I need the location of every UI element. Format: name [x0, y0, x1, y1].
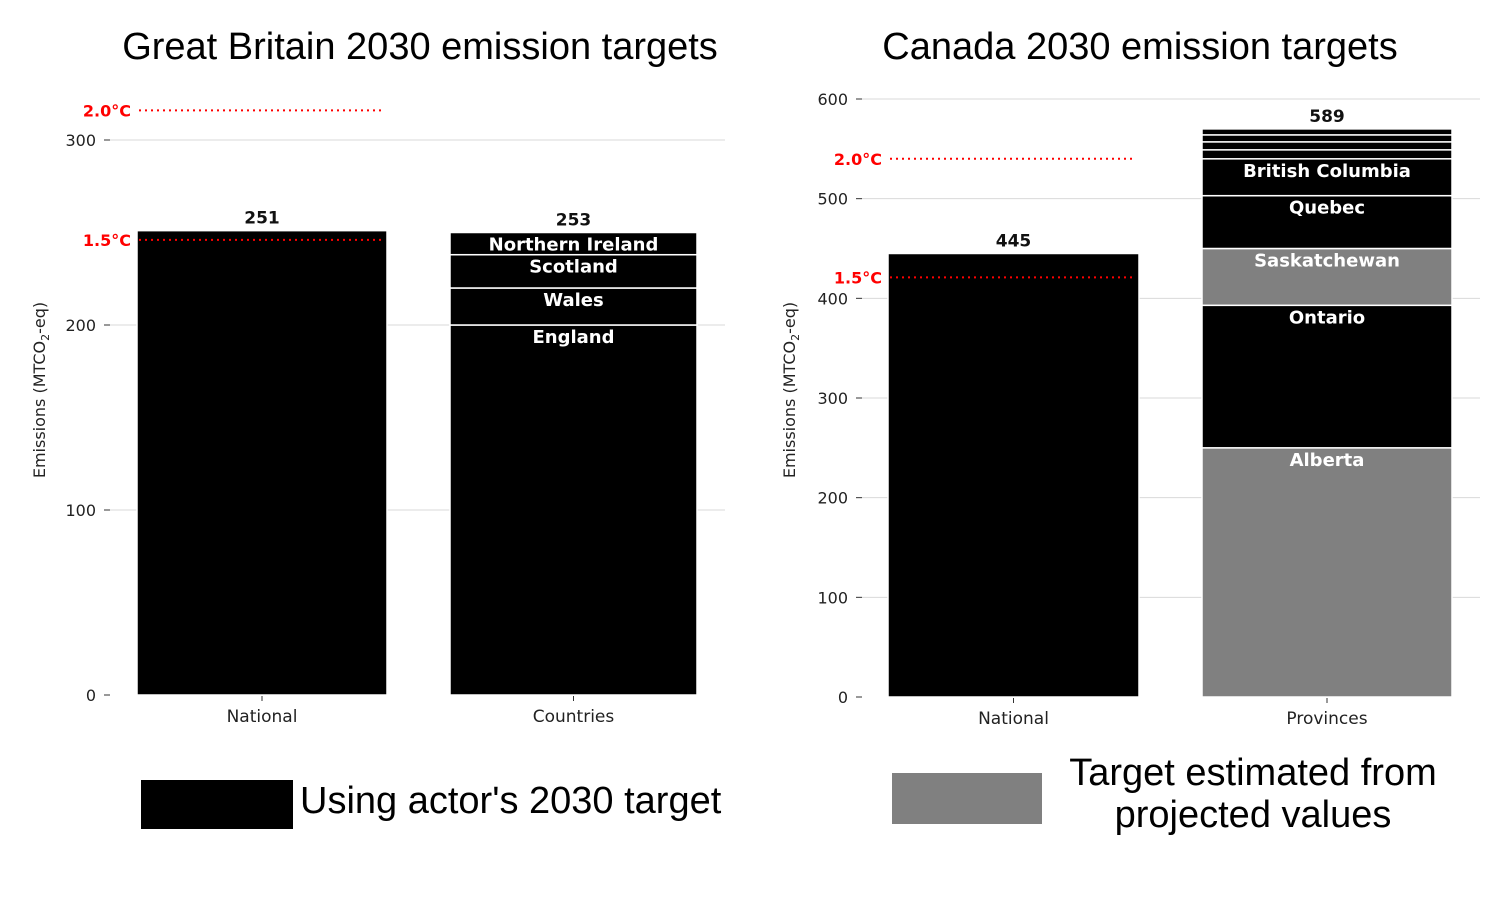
segment-label-ontario: Ontario: [1289, 307, 1365, 328]
bar-segment: [1201, 141, 1453, 151]
legend-label-actor-target: Using actor's 2030 target: [300, 780, 722, 822]
x-tick-label-provinces: Provinces: [1286, 709, 1367, 729]
y-tick-label: 300: [65, 131, 96, 150]
segment-label-scotland: Scotland: [529, 257, 618, 278]
y-tick-label: 0: [86, 686, 96, 705]
bar-segment-alberta: [1201, 447, 1453, 698]
bar-segment: [136, 229, 388, 696]
segment-label-saskatchewan: Saskatchewan: [1254, 251, 1400, 272]
bar-segment: [887, 252, 1140, 698]
x-tick-label-national: National: [227, 707, 298, 727]
bar-segment-wales: [449, 287, 698, 326]
bar-segment-northern-ireland: [449, 231, 698, 256]
x-tick-label-countries: Countries: [533, 707, 615, 727]
bar-total-label: 445: [996, 231, 1032, 251]
bar-segment: [1201, 149, 1453, 160]
bar-segment-scotland: [449, 253, 698, 289]
y-tick-label: 200: [65, 316, 96, 335]
threshold-label-2-0-c: 2.0°C: [83, 101, 131, 120]
bar-segment-england: [449, 324, 698, 696]
bar-total-label: 589: [1309, 107, 1345, 127]
y-axis-label: Emissions (MTCO2-eq): [30, 302, 52, 478]
y-tick-label: 500: [817, 190, 848, 209]
y-tick-label: 100: [817, 588, 848, 607]
legend-label-estimated-target: Target estimated from projected values: [1069, 752, 1437, 836]
y-tick-label: 400: [817, 289, 848, 308]
legend-swatch-actor-target: [141, 780, 293, 829]
segment-label-wales: Wales: [543, 290, 603, 311]
segment-label-northern-ireland: Northern Ireland: [489, 235, 659, 256]
y-tick-label: 100: [65, 501, 96, 520]
bar-segment: [1201, 128, 1453, 136]
chart-canada: 0 100 200 300 400 500 600 Emissions (MTCO2-eq) 4…: [780, 90, 1480, 729]
segment-label-british-columbia: British Columbia: [1243, 161, 1411, 182]
segment-label-england: England: [532, 327, 614, 348]
y-tick-label: 0: [838, 688, 848, 707]
bar-segment-ontario: [1201, 304, 1453, 449]
bar-segment-quebec: [1201, 194, 1453, 250]
chart-title-great-britain: Great Britain 2030 emission targets: [122, 26, 718, 68]
threshold-label-2-0-c: 2.0°C: [834, 150, 882, 169]
x-tick-label-national: National: [978, 709, 1049, 729]
bar-total-label: 251: [244, 209, 280, 229]
y-axis-label: Emissions (MTCO2-eq): [780, 302, 802, 478]
y-tick-label: 600: [817, 90, 848, 109]
chart-title-canada: Canada 2030 emission targets: [882, 26, 1398, 68]
bar-total-label: 253: [556, 211, 592, 231]
bar-segment-british-columbia: [1201, 158, 1453, 197]
chart-great-britain: 0 100 200 300 Emissions (MTCO2-eq) 251 Nationa…: [30, 101, 725, 727]
bar-segment: [1201, 134, 1453, 143]
legend-swatch-estimated-target: [892, 773, 1042, 824]
segment-label-alberta: Alberta: [1290, 450, 1365, 471]
y-tick-label: 300: [817, 389, 848, 408]
segment-label-quebec: Quebec: [1289, 198, 1365, 219]
threshold-label-1-5-c: 1.5°C: [834, 268, 882, 287]
y-tick-label: 200: [817, 489, 848, 508]
bar-segment-saskatchewan: [1201, 247, 1453, 307]
threshold-label-1-5-c: 1.5°C: [83, 231, 131, 250]
